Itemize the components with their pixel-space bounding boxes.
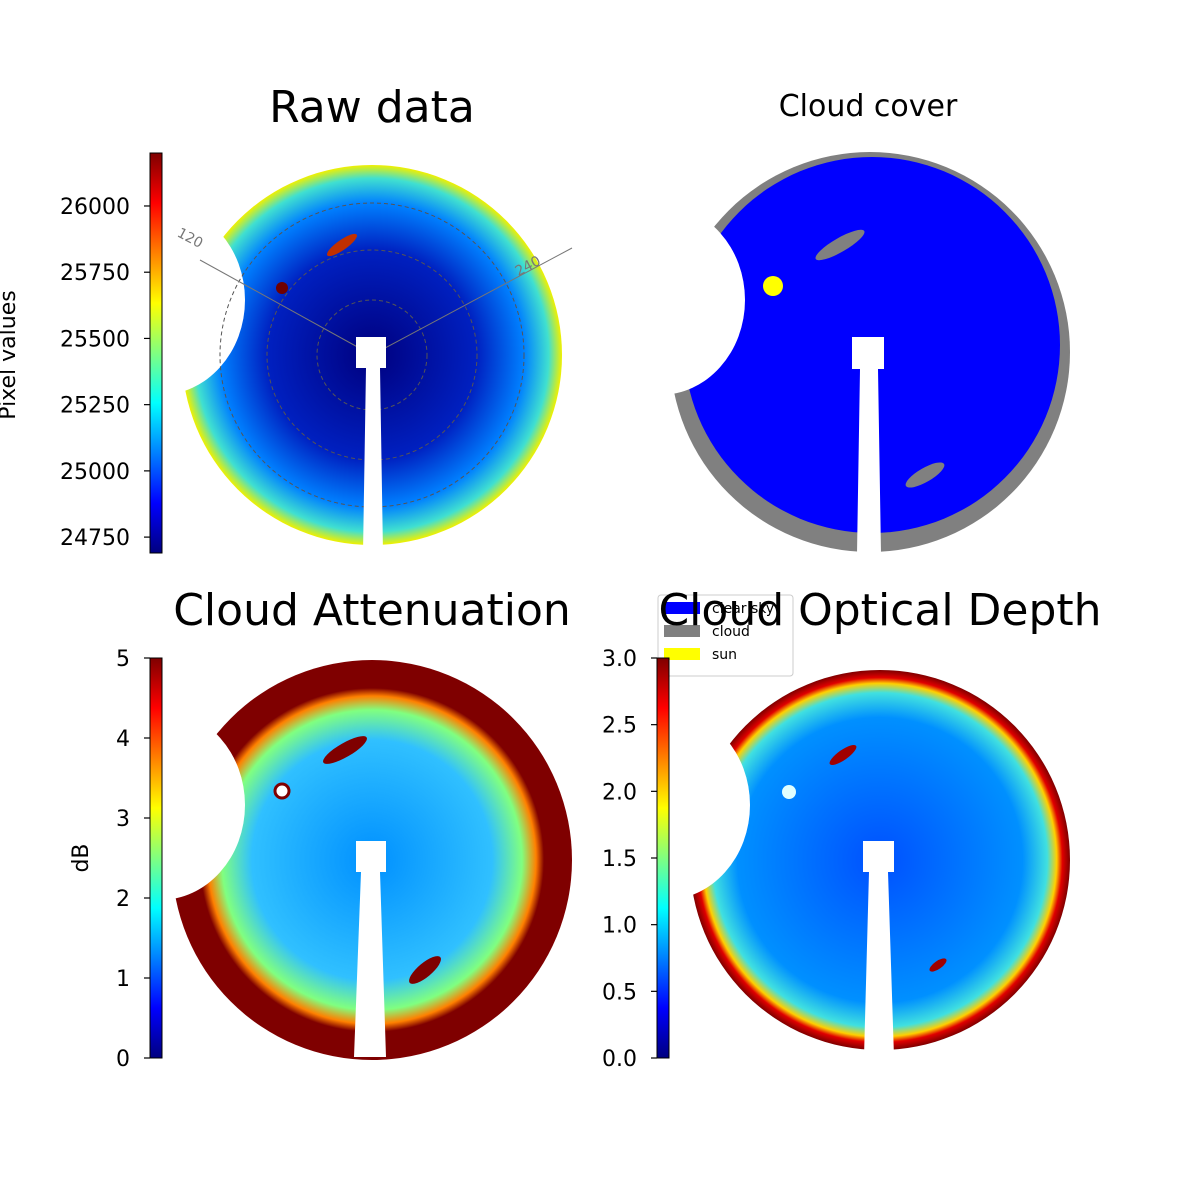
colorbar-tick-label: 25750 (60, 261, 130, 286)
colorbar-tick-label: 2 (116, 887, 130, 912)
colorbar-label: dB (69, 843, 94, 872)
colorbar-tick-label: 2.5 (602, 714, 637, 739)
colorbar-tick-label: 2.0 (602, 780, 637, 805)
colorbar-tick-label: 3.0 (602, 647, 637, 672)
panel-title: Raw data (269, 82, 475, 133)
optical-depth-image (580, 670, 1070, 1057)
colorbar-tick-label: 0.0 (602, 1047, 637, 1072)
panel-title: Cloud cover (779, 89, 958, 124)
colorbar-tick-label: 1.5 (602, 847, 637, 872)
colorbar (149, 152, 163, 554)
legend-swatch (664, 625, 700, 637)
attenuation-image (75, 660, 572, 1060)
colorbar-tick-label: 26000 (60, 195, 130, 220)
colorbar-tick-label: 24750 (60, 526, 130, 551)
colorbar-tick-label: 3 (116, 807, 130, 832)
panel-title: Cloud Optical Depth (658, 585, 1101, 636)
sky-image (75, 165, 573, 553)
panel-title: Cloud Attenuation (173, 585, 571, 636)
colorbar-tick-label: 4 (116, 727, 130, 752)
legend-swatch (664, 602, 700, 614)
legend-label: sun (712, 647, 737, 663)
colorbar-tick-label: 1 (116, 967, 130, 992)
colorbar-tick-label: 25250 (60, 394, 130, 419)
colorbar-tick-label: 25000 (60, 460, 130, 485)
colorbar-tick-label: 25500 (60, 327, 130, 352)
colorbar-tick-label: 0 (116, 1047, 130, 1072)
cloud-mask-image (575, 152, 1070, 554)
colorbar-tick-label: 0.5 (602, 980, 637, 1005)
legend-label: cloud (712, 624, 750, 640)
colorbar (149, 657, 163, 1059)
colorbar-label: Pixel values (0, 290, 21, 419)
colorbar-tick-label: 5 (116, 647, 130, 672)
legend-label: clear sky (712, 601, 774, 617)
colorbar-tick-label: 1.0 (602, 914, 637, 939)
colorbar (656, 657, 670, 1059)
legend-swatch (664, 648, 700, 660)
